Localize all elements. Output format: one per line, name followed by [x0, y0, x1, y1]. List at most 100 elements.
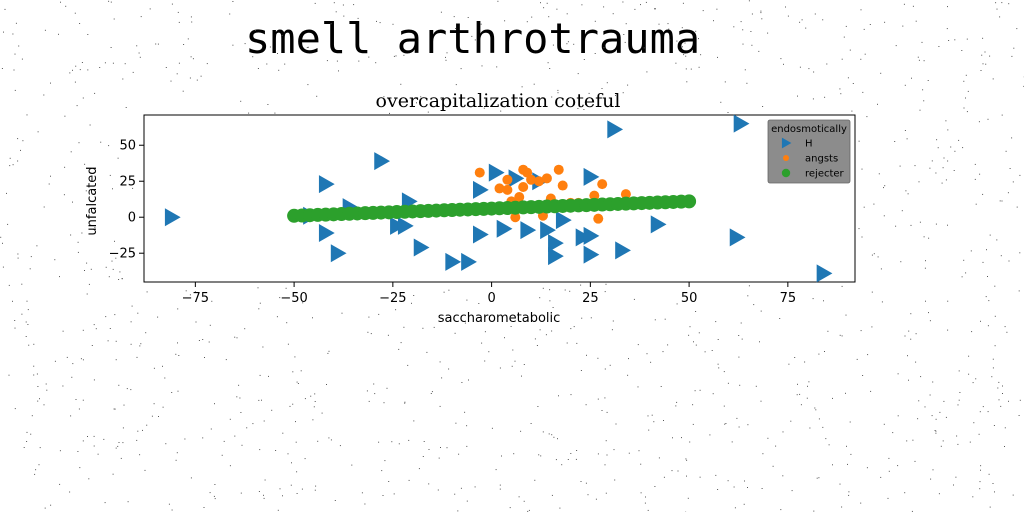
noise-dot	[686, 475, 687, 477]
noise-dot	[373, 383, 375, 385]
noise-dot	[310, 395, 312, 397]
noise-dot	[439, 361, 441, 363]
noise-dot	[982, 63, 984, 65]
noise-dot	[682, 46, 683, 48]
noise-dot	[145, 332, 147, 334]
noise-dot	[94, 92, 96, 94]
noise-dot	[388, 481, 390, 482]
data-point	[473, 225, 489, 244]
noise-dot	[114, 240, 115, 242]
noise-dot	[413, 420, 415, 422]
noise-dot	[727, 382, 729, 384]
noise-dot	[90, 268, 92, 270]
noise-dot	[738, 335, 740, 336]
noise-dot	[863, 206, 865, 208]
noise-dot	[518, 496, 520, 498]
noise-dot	[130, 321, 132, 323]
data-point	[488, 163, 505, 182]
noise-dot	[982, 406, 984, 408]
data-point	[502, 174, 513, 185]
data-point	[620, 189, 631, 200]
noise-dot	[687, 497, 689, 499]
noise-dot	[183, 44, 185, 45]
noise-dot	[969, 441, 971, 443]
noise-dot	[81, 62, 83, 63]
noise-dot	[407, 364, 409, 366]
noise-dot	[27, 324, 29, 325]
data-point	[164, 208, 181, 227]
noise-dot	[645, 496, 646, 498]
noise-dot	[580, 370, 582, 371]
noise-dot	[109, 174, 111, 176]
noise-dot	[847, 463, 848, 465]
noise-dot	[575, 458, 577, 460]
noise-dot	[343, 15, 345, 17]
noise-dot	[87, 34, 89, 35]
noise-dot	[326, 60, 328, 62]
noise-dot	[76, 105, 78, 107]
noise-dot	[979, 173, 981, 175]
data-point	[502, 184, 513, 195]
noise-dot	[873, 203, 875, 205]
noise-dot	[420, 96, 422, 98]
noise-dot	[797, 383, 798, 385]
noise-dot	[860, 58, 862, 60]
noise-dot	[549, 68, 551, 69]
noise-dot	[64, 166, 66, 168]
noise-dot	[77, 251, 79, 253]
noise-dot	[244, 43, 246, 45]
noise-dot	[176, 73, 178, 75]
y-tick-label: 50	[119, 139, 136, 154]
noise-dot	[723, 371, 725, 373]
noise-dot	[213, 495, 215, 497]
noise-dot	[826, 63, 828, 65]
noise-dot	[50, 82, 51, 84]
noise-dot	[296, 381, 298, 383]
noise-dot	[780, 509, 782, 511]
noise-dot	[312, 419, 314, 421]
noise-dot	[867, 354, 869, 356]
noise-dot	[577, 73, 579, 75]
noise-dot	[738, 426, 740, 428]
noise-dot	[653, 421, 655, 423]
noise-dot	[501, 455, 502, 457]
noise-dot	[858, 228, 860, 230]
noise-dot	[326, 384, 327, 385]
noise-dot	[989, 506, 991, 508]
noise-dot	[79, 69, 81, 71]
noise-dot	[991, 376, 993, 378]
noise-dot	[1004, 326, 1006, 328]
noise-dot	[330, 23, 332, 25]
noise-dot	[113, 408, 115, 410]
noise-dot	[58, 33, 59, 35]
noise-dot	[601, 88, 603, 89]
noise-dot	[367, 331, 369, 333]
noise-dot	[35, 469, 37, 471]
noise-dot	[521, 86, 523, 88]
noise-dot	[271, 409, 273, 411]
noise-dot	[88, 283, 90, 285]
legend-box	[767, 119, 851, 184]
noise-dot	[99, 67, 101, 68]
noise-dot	[530, 423, 532, 424]
noise-dot	[22, 140, 24, 142]
noise-dot	[799, 393, 801, 395]
noise-dot	[454, 332, 456, 334]
noise-dot	[443, 291, 445, 293]
noise-dot	[910, 313, 912, 315]
noise-dot	[165, 67, 167, 68]
noise-dot	[93, 379, 95, 381]
noise-dot	[936, 139, 938, 141]
data-point	[514, 192, 525, 203]
noise-dot	[814, 407, 816, 409]
noise-dot	[238, 384, 240, 386]
noise-dot	[112, 473, 114, 475]
noise-dot	[481, 342, 483, 344]
noise-dot	[557, 438, 558, 440]
noise-dot	[961, 276, 963, 278]
noise-dot	[1012, 181, 1014, 183]
noise-dot	[935, 172, 937, 174]
noise-dot	[50, 175, 51, 177]
data-point	[541, 173, 552, 184]
noise-dot	[59, 276, 60, 278]
